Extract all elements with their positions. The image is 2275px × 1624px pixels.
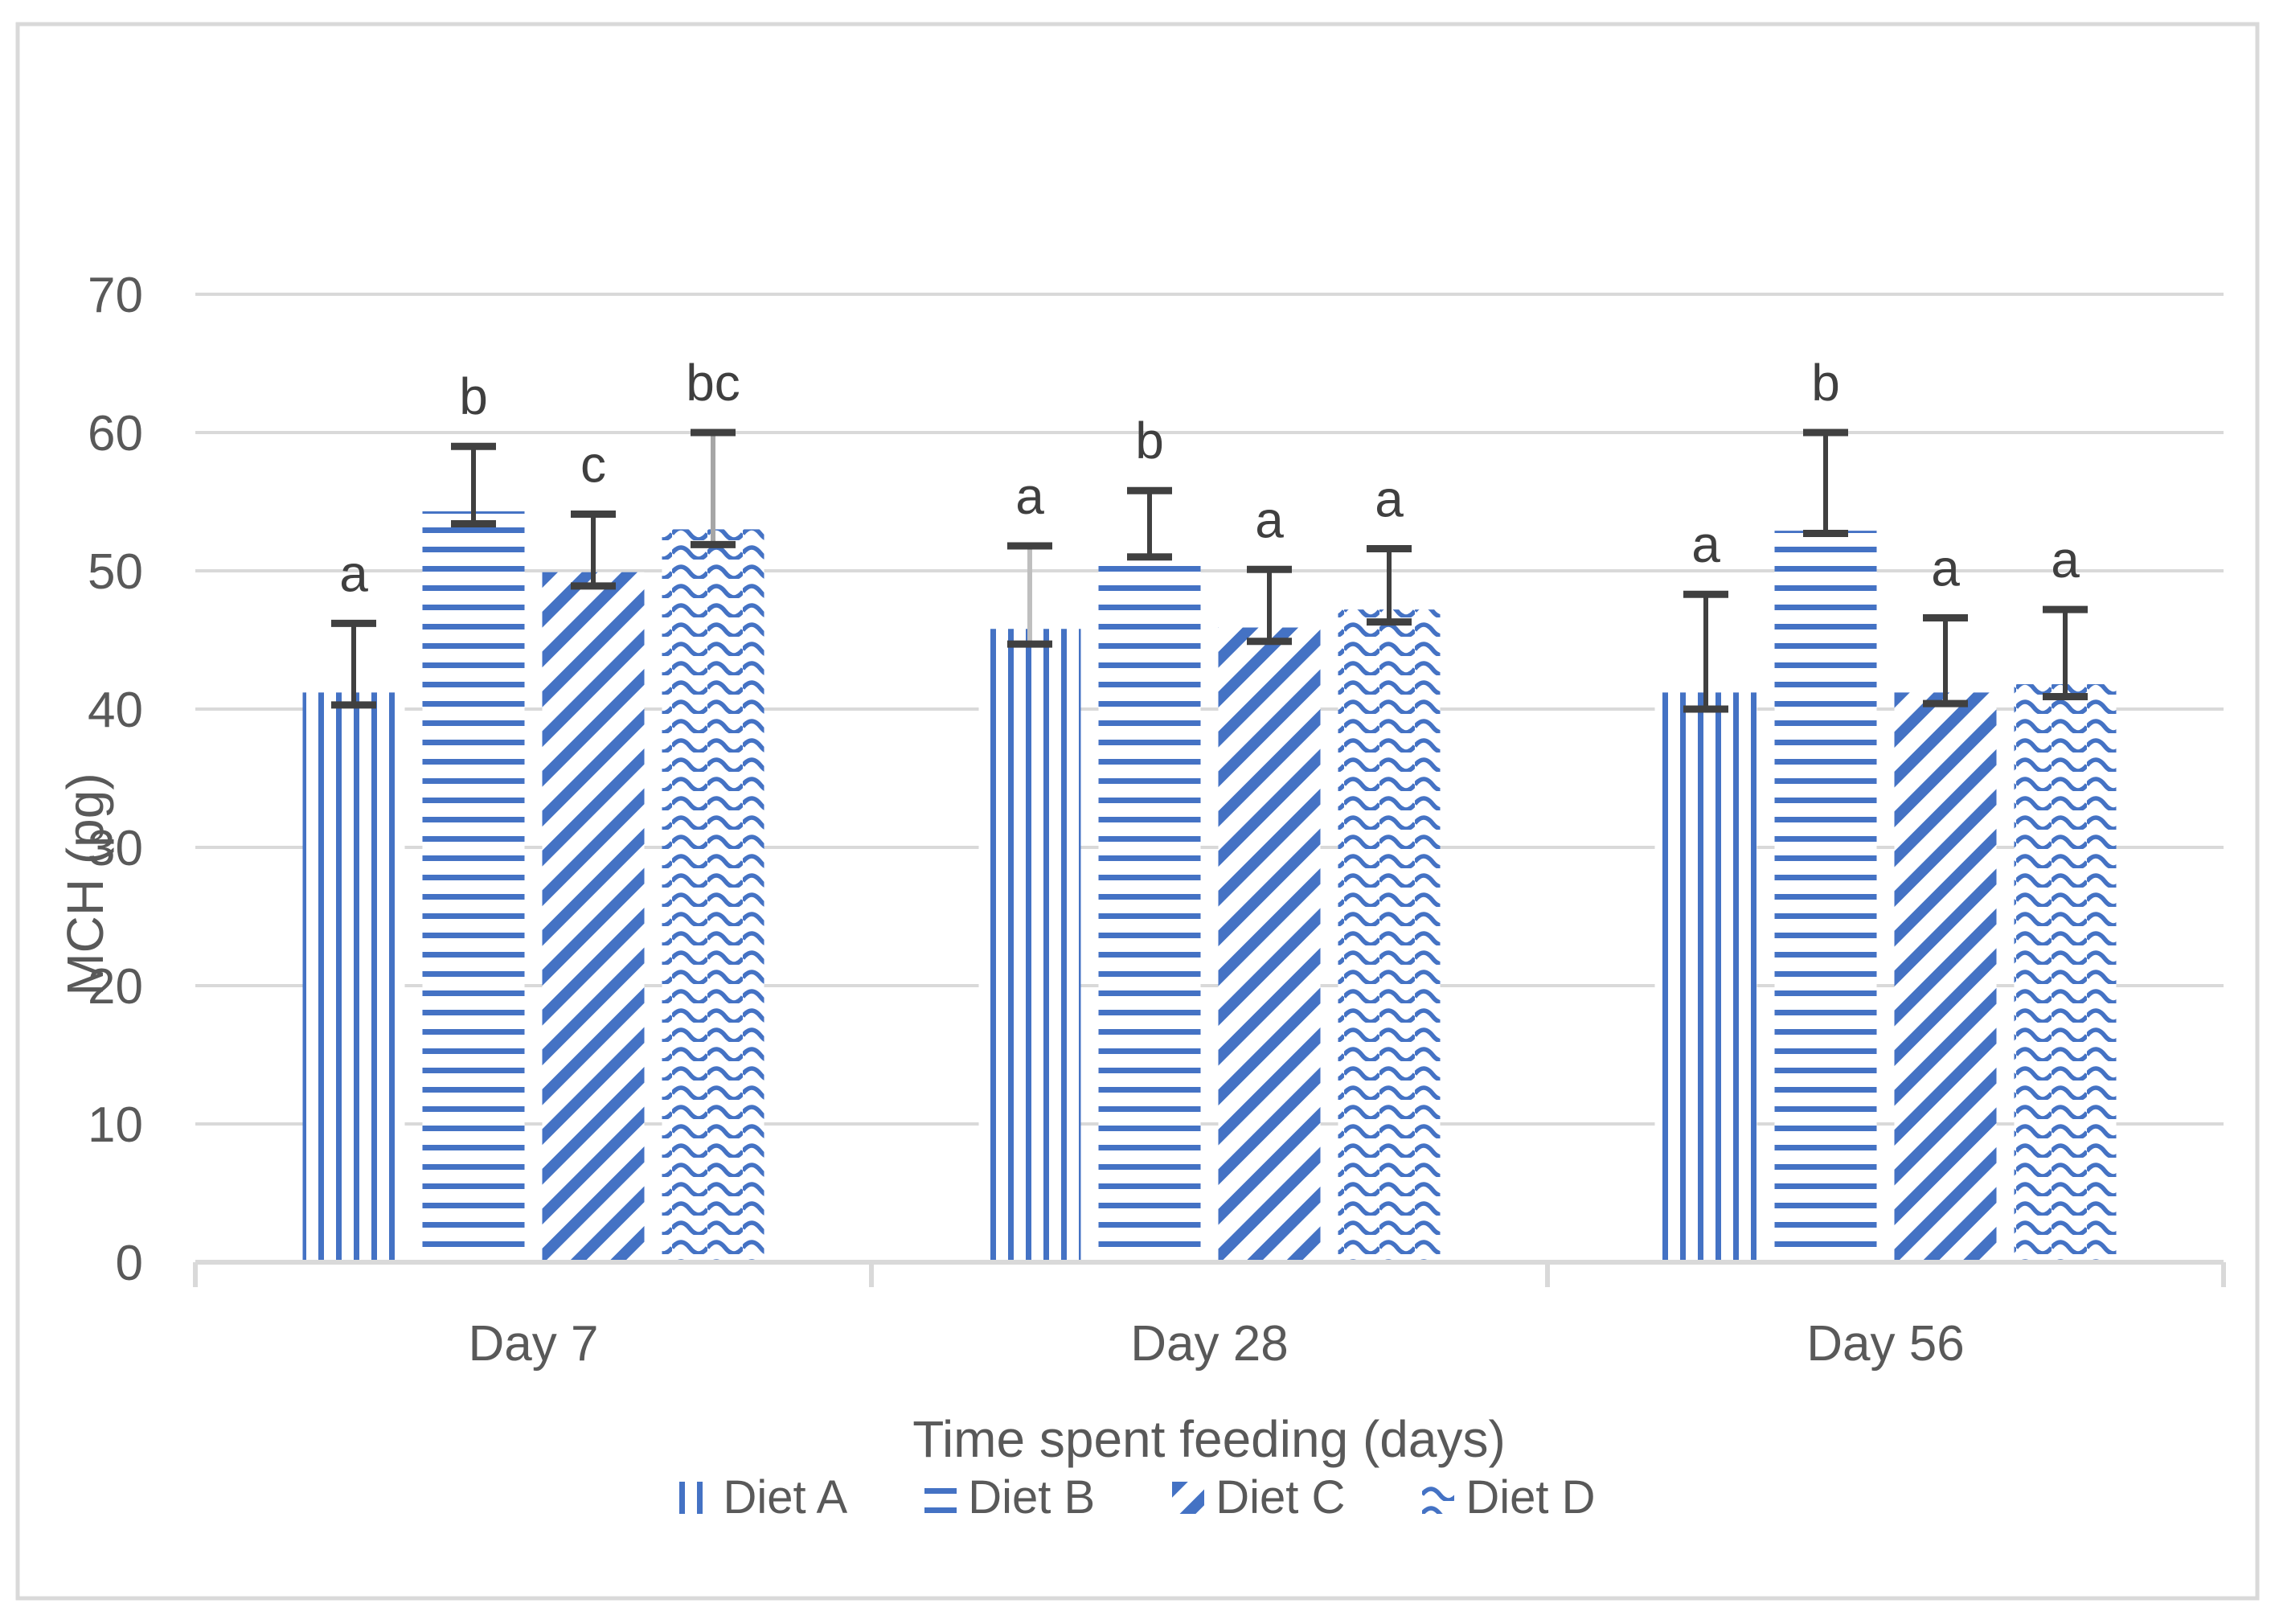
significance-letter: a — [2051, 531, 2080, 588]
significance-letter: bc — [686, 354, 740, 412]
y-tick-label-50: 50 — [88, 544, 143, 600]
x-axis-title: Time spent feeding (days) — [912, 1410, 1506, 1468]
significance-letter: c — [580, 435, 606, 493]
legend-entry-diet-c: Diet C — [1172, 1474, 1345, 1521]
legend-entry-diet-d: Diet D — [1422, 1471, 1596, 1524]
bar-day28-diet-b — [1098, 552, 1201, 1260]
legend: Diet A Diet B Diet C Diet D — [0, 1474, 2275, 1521]
diet-b-horizontal-lines-swatch-icon — [924, 1482, 957, 1514]
bar-day28-diet-c — [1218, 627, 1321, 1260]
gridlines-layer — [195, 293, 2224, 1126]
x-category-label-day56: Day 56 — [1806, 1316, 1964, 1372]
significance-letter: b — [1135, 412, 1164, 470]
legend-entry-diet-a: Diet A — [679, 1474, 847, 1521]
bar-day56-diet-a — [1654, 692, 1757, 1260]
y-tick-label-20: 20 — [88, 959, 143, 1015]
significance-letter: a — [1691, 515, 1720, 573]
bar-day56-diet-b — [1774, 531, 1877, 1260]
y-axis-title: MCH (pg) — [56, 773, 114, 995]
significance-letter: a — [1015, 467, 1044, 525]
significance-letter: a — [339, 544, 368, 602]
legend-label-diet-a: Diet A — [723, 1471, 848, 1524]
diet-c-diagonal-stripes-swatch-icon — [1172, 1482, 1205, 1514]
y-tick-label-0: 0 — [116, 1236, 143, 1291]
legend-label-diet-c: Diet C — [1215, 1471, 1346, 1524]
y-tick-label-10: 10 — [88, 1097, 143, 1153]
significance-letter: b — [1811, 354, 1840, 412]
legend-entry-diet-b: Diet B — [924, 1474, 1095, 1521]
significance-letter: a — [1255, 490, 1284, 548]
diet-d-waves-swatch-icon — [1422, 1482, 1455, 1514]
axis-layer — [193, 1260, 2226, 1287]
bar-day7-diet-b — [422, 511, 525, 1260]
x-category-label-day28: Day 28 — [1130, 1316, 1288, 1372]
bar-day7-diet-d — [662, 529, 764, 1260]
bar-day28-diet-a — [978, 629, 1081, 1260]
bar-day7-diet-c — [542, 572, 645, 1260]
x-category-label-day7: Day 7 — [469, 1316, 599, 1372]
significance-letter: a — [1931, 539, 1960, 597]
y-tick-label-60: 60 — [88, 406, 143, 461]
bars-layer — [302, 511, 2117, 1260]
bar-day56-diet-c — [1894, 692, 1997, 1260]
chart-frame-border — [15, 22, 2260, 1601]
y-tick-label-40: 40 — [88, 683, 143, 738]
tick-labels-layer: 0 10 20 30 40 50 60 70 Day 7 Day 28 Day 56 — [88, 268, 1965, 1372]
error-bars-layer — [331, 429, 2088, 713]
y-tick-label-70: 70 — [88, 268, 143, 323]
bar-day7-diet-a — [302, 692, 405, 1260]
diet-a-vertical-lines-swatch-icon — [679, 1482, 712, 1514]
legend-label-diet-b: Diet B — [968, 1471, 1096, 1524]
legend-label-diet-d: Diet D — [1465, 1471, 1596, 1524]
significance-letter: b — [459, 367, 488, 425]
significance-letter: a — [1375, 470, 1404, 527]
bar-day28-diet-d — [1338, 609, 1441, 1260]
y-tick-label-30: 30 — [88, 821, 143, 876]
bar-day56-diet-d — [2014, 684, 2117, 1260]
